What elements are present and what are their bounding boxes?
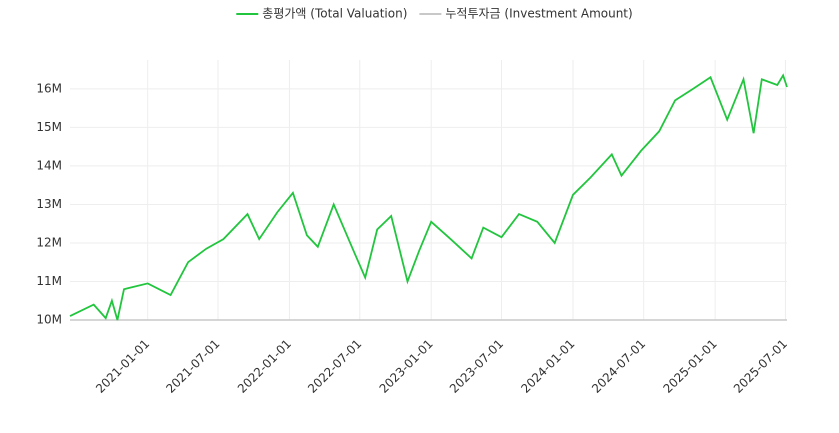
legend-label: 총평가액 (Total Valuation) xyxy=(262,7,407,21)
series-line xyxy=(69,73,788,321)
legend-label: 누적투자금 (Investment Amount) xyxy=(445,7,632,21)
x-tick-label: 2023-07-01 xyxy=(447,337,506,396)
y-tick-label: 16M xyxy=(36,81,62,95)
x-tick-label: 2022-01-01 xyxy=(235,337,294,396)
x-tick-label: 2024-01-01 xyxy=(518,337,577,396)
x-tick-label: 2025-01-01 xyxy=(661,337,720,396)
y-tick-label: 12M xyxy=(36,235,62,249)
y-tick-label: 14M xyxy=(36,158,62,172)
x-tick-label: 2021-07-01 xyxy=(163,337,222,396)
x-tick-label: 2021-01-01 xyxy=(93,337,152,396)
x-tick-label: 2024-07-01 xyxy=(589,337,648,396)
y-tick-label: 15M xyxy=(36,120,62,134)
x-tick-label: 2022-07-01 xyxy=(305,337,364,396)
y-tick-label: 10M xyxy=(36,313,62,327)
y-tick-label: 13M xyxy=(36,197,62,211)
x-tick-label: 2023-01-01 xyxy=(377,337,436,396)
x-tick-label: 2025-07-01 xyxy=(731,337,790,396)
y-tick-label: 11M xyxy=(36,274,62,288)
